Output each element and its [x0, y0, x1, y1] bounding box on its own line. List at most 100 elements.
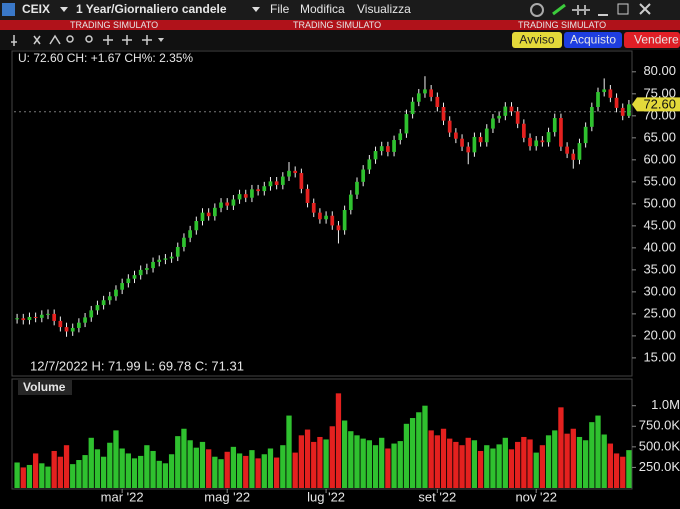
- x-tick-label: nov '22: [515, 489, 557, 504]
- volume-bar: [230, 446, 237, 488]
- candle-body: [206, 212, 211, 217]
- volume-bar: [366, 440, 373, 488]
- y-tick-label: 25.00: [643, 305, 676, 320]
- close-icon[interactable]: [639, 3, 651, 15]
- candle-body: [540, 140, 545, 143]
- candle-body: [330, 215, 335, 226]
- alert-button[interactable]: [512, 32, 562, 48]
- sell-button[interactable]: [624, 32, 680, 48]
- settings-icon[interactable]: [530, 3, 544, 17]
- tool-icon[interactable]: [11, 35, 17, 46]
- candle-body: [219, 202, 223, 208]
- volume-bar: [76, 460, 82, 488]
- buy-button-label[interactable]: Acquisto: [570, 33, 616, 47]
- candle-body: [348, 194, 353, 211]
- candle-body: [447, 120, 452, 133]
- symbol[interactable]: CEIX: [22, 2, 50, 16]
- candle-body: [46, 313, 50, 315]
- volume-bar: [477, 450, 484, 488]
- candle-body: [163, 258, 168, 260]
- volume-bar: [150, 450, 156, 488]
- volume-bar: [224, 451, 230, 488]
- volume-bar: [125, 453, 131, 488]
- volume-bar: [360, 438, 366, 488]
- tool-icon[interactable]: [33, 35, 41, 45]
- volume-bar: [434, 435, 440, 488]
- volume-bar: [323, 439, 329, 488]
- candle-body: [416, 93, 421, 102]
- tool-icon[interactable]: [122, 35, 132, 45]
- volume-bar: [51, 450, 57, 488]
- volume-tick-label: 500.0K: [639, 438, 680, 453]
- last-price-marker: [632, 97, 680, 112]
- candle-body: [169, 256, 174, 259]
- volume-bar: [82, 455, 88, 488]
- tool-icon[interactable]: [85, 35, 93, 43]
- volume-tick-label: 750.0K: [639, 418, 680, 433]
- candle-body: [138, 269, 143, 276]
- candle-body: [528, 137, 532, 147]
- price-pane: [11, 50, 633, 377]
- candle-body: [546, 132, 551, 143]
- candle-body: [478, 136, 483, 143]
- candle-body: [274, 181, 279, 185]
- volume-bar: [409, 418, 416, 488]
- dropdown-arrow[interactable]: [252, 7, 260, 12]
- candle-body: [225, 202, 230, 206]
- buy-button[interactable]: [564, 32, 622, 48]
- candle-body: [262, 186, 267, 192]
- candle-body: [126, 278, 131, 284]
- volume-bar: [459, 445, 465, 488]
- volume-bar: [267, 448, 274, 488]
- volume-bar: [243, 455, 249, 488]
- candle-body: [503, 106, 508, 116]
- menu-item[interactable]: Modifica: [300, 2, 345, 16]
- tool-icon[interactable]: [66, 35, 74, 43]
- candle-body: [565, 146, 569, 154]
- volume-bar: [582, 440, 589, 488]
- last-price-label: 72.60: [643, 96, 676, 111]
- candle-body: [521, 123, 526, 138]
- link-icon[interactable]: [552, 3, 566, 16]
- maximize-icon[interactable]: [617, 3, 629, 15]
- candle-body: [589, 107, 594, 127]
- candle-body: [64, 327, 69, 332]
- menu-item[interactable]: Visualizza: [357, 2, 411, 16]
- volume-bar: [273, 457, 280, 488]
- volume-bar: [193, 447, 199, 488]
- volume-bar: [397, 441, 403, 488]
- candle-body: [182, 237, 186, 247]
- volume-bar: [416, 412, 422, 488]
- volume-bar: [162, 463, 169, 488]
- volume-bar: [552, 430, 558, 488]
- y-tick-label: 50.00: [643, 195, 676, 210]
- tool-icon[interactable]: [142, 35, 152, 45]
- y-tick-label: 80.00: [643, 63, 676, 78]
- volume-bar: [440, 428, 447, 488]
- tool-icon[interactable]: [49, 34, 61, 45]
- volume-bar: [88, 437, 94, 488]
- candle-body: [95, 305, 100, 311]
- alert-button-label[interactable]: Avviso: [519, 33, 554, 47]
- volume-bar: [206, 449, 212, 488]
- candle-body: [212, 207, 217, 217]
- volume-bar: [292, 452, 298, 488]
- candle-body: [145, 268, 149, 270]
- period[interactable]: 1 Year/Giornaliero candele: [76, 2, 227, 16]
- dropdown-arrow[interactable]: [158, 38, 164, 42]
- volume-bar: [589, 422, 595, 488]
- volume-bar: [280, 445, 286, 488]
- sell-button-label[interactable]: Vendere: [634, 33, 679, 47]
- volume-bar: [236, 453, 243, 488]
- candle-body: [311, 202, 316, 213]
- dropdown-arrow[interactable]: [60, 7, 68, 12]
- candle-body: [577, 143, 582, 160]
- volume-bar: [576, 436, 583, 488]
- candle-body: [58, 320, 63, 328]
- menu-item[interactable]: File: [270, 2, 290, 16]
- candle-body: [552, 118, 557, 133]
- pin-icon[interactable]: [572, 5, 590, 15]
- volume-bar: [218, 459, 224, 488]
- volume-bar: [45, 466, 51, 488]
- tool-icon[interactable]: [103, 35, 113, 45]
